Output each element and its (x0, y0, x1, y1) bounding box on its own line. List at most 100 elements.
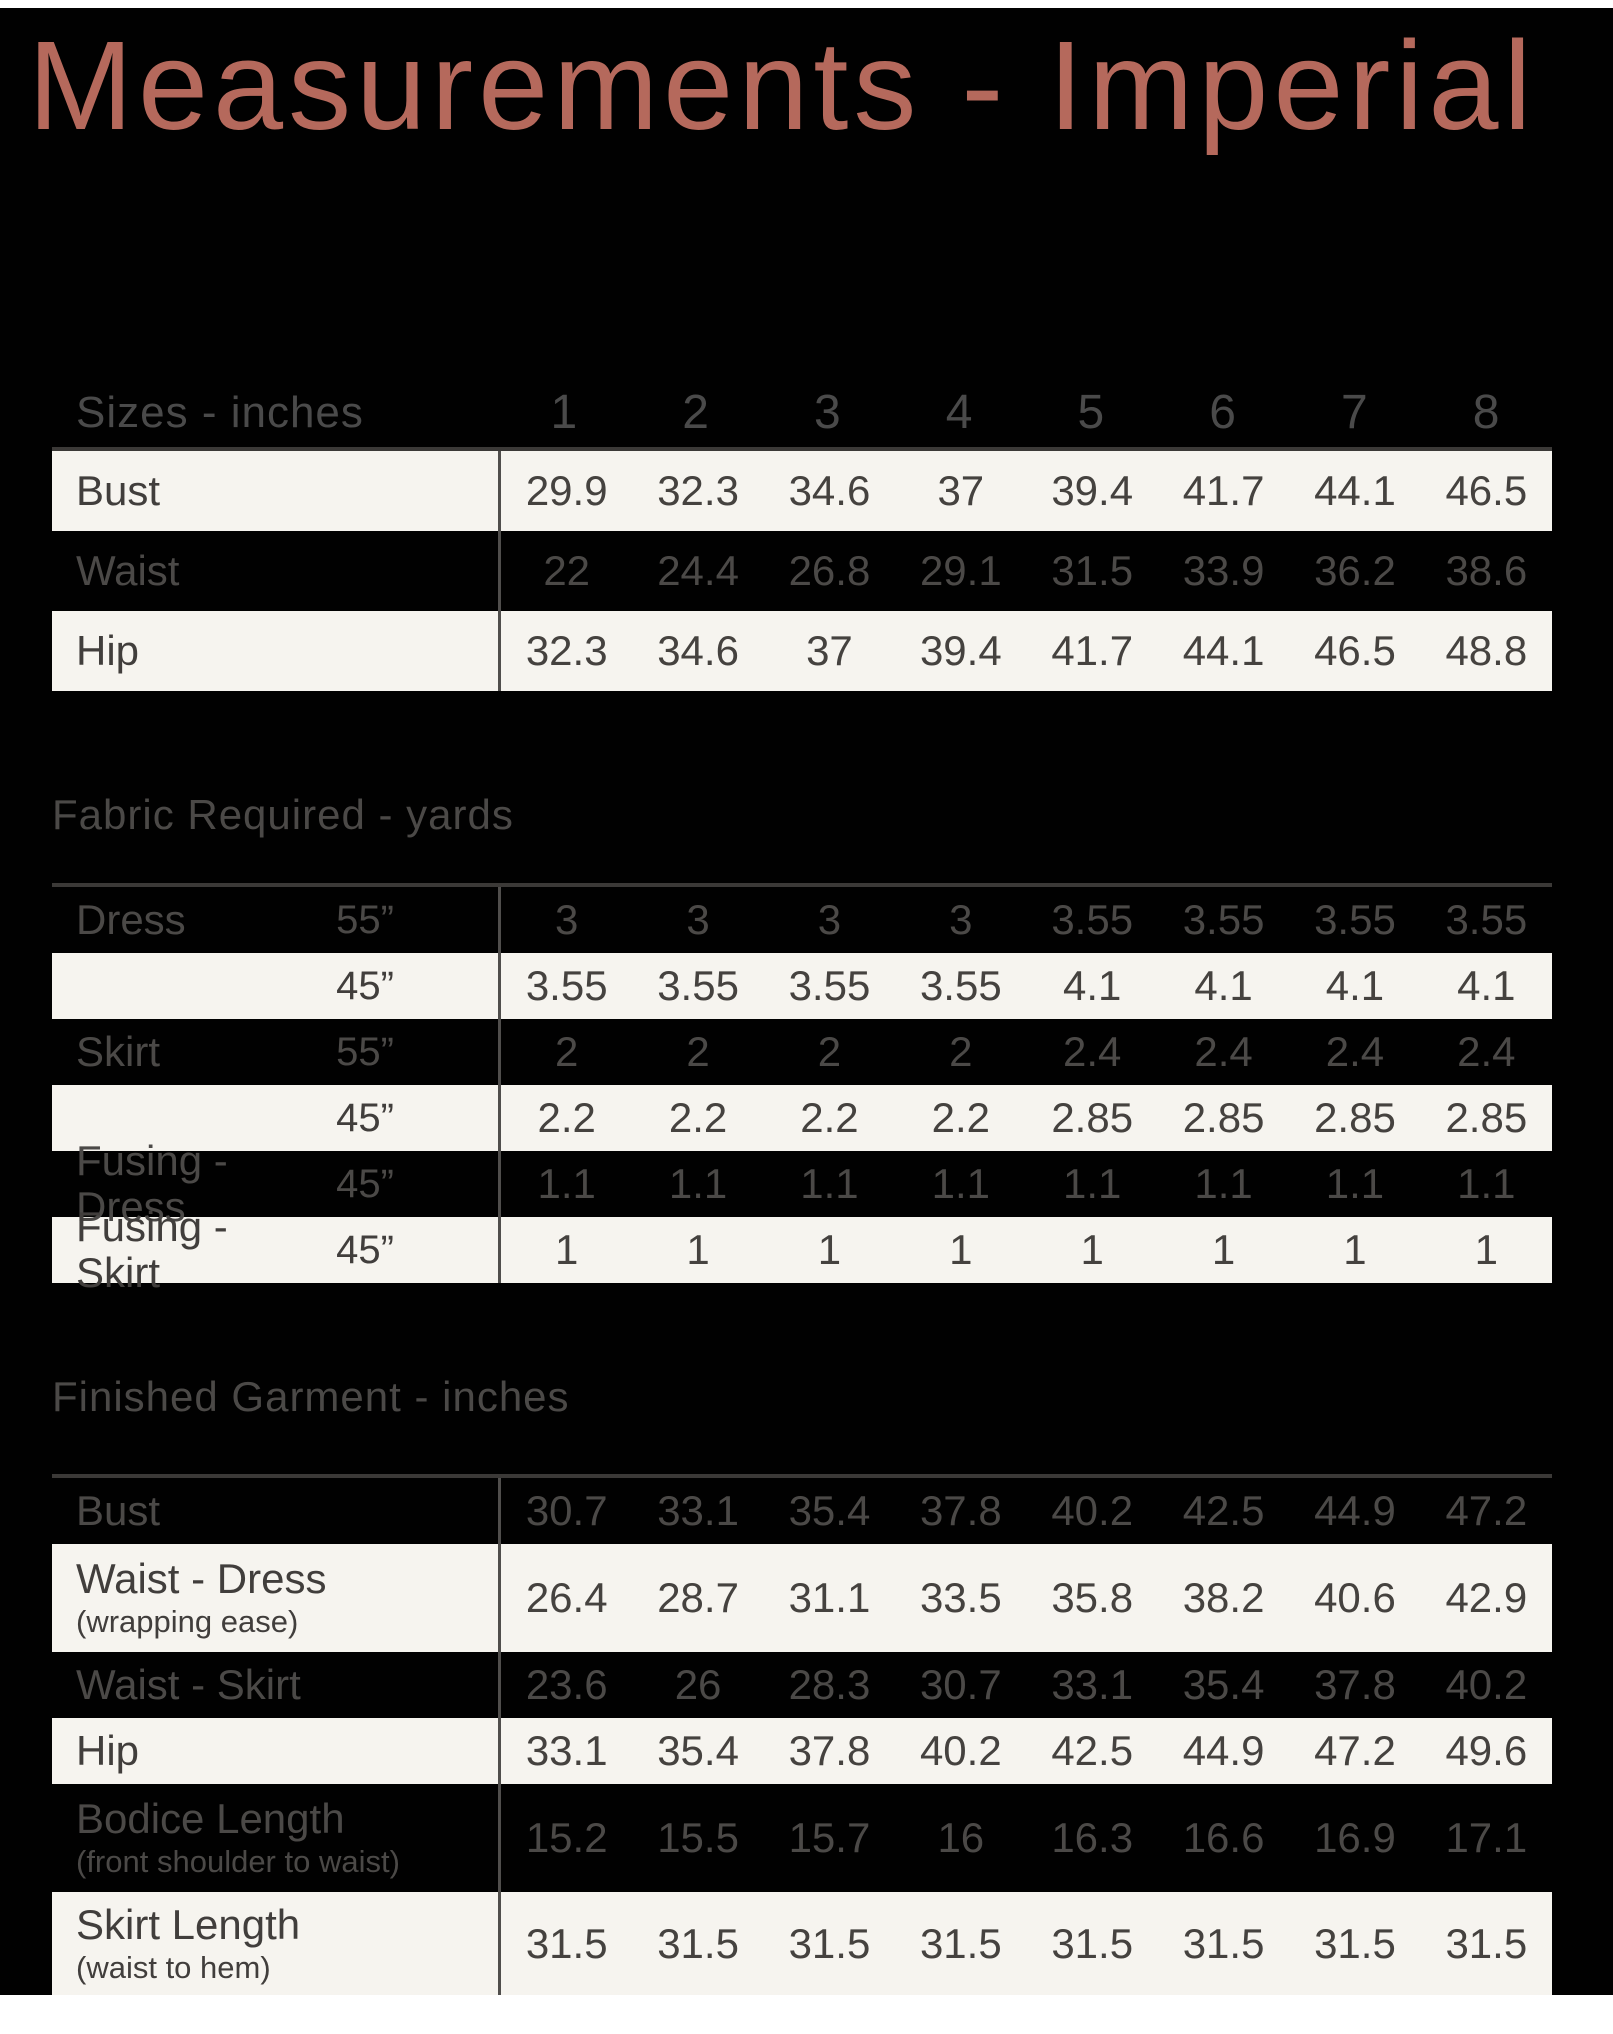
cell-value: 15.2 (525, 1813, 608, 1861)
cell-value: 32.3 (525, 626, 608, 674)
cell-value: 15.5 (657, 1813, 739, 1861)
fabric-width-label: 45” (336, 1227, 394, 1272)
row-label: Skirt (76, 1028, 160, 1076)
row-label-stack: Waist - Skirt (76, 1661, 498, 1708)
size-column-headers: 1 2 3 4 5 6 7 8 (498, 385, 1552, 440)
row-label-cell: Fusing -Skirt 45” (52, 1203, 498, 1296)
cell-value: 26.8 (788, 546, 871, 594)
row-label-stack: Skirt Length (waist to hem) (76, 1901, 498, 1986)
cell-value: 42.5 (1051, 1726, 1134, 1774)
cell-value: 3.55 (1314, 896, 1396, 944)
cell-value: 46.5 (1445, 466, 1528, 514)
cell-value: 16.9 (1314, 1813, 1396, 1861)
row-values: 1.1 1.1 1.1 1.1 1.1 1.1 1.1 1.1 (498, 1151, 1552, 1218)
cell-value: 30.7 (919, 1660, 1002, 1708)
size-column-header: 2 (682, 386, 709, 440)
cell-value: 2.2 (537, 1094, 596, 1142)
row-label: Waist (76, 546, 180, 594)
row-label-stack: Fusing - Dress (76, 1137, 310, 1231)
row-label-stack: Skirt (76, 1028, 310, 1076)
table-row: Waist - Dress (wrapping ease) 26.4 28.7 31.1… (52, 1543, 1552, 1652)
row-label-cell: 45” (52, 1085, 498, 1151)
cell-value: 4.1 (1062, 962, 1122, 1010)
cell-value: 37.8 (1314, 1660, 1396, 1708)
fabric-width-label: 45” (336, 963, 394, 1008)
cell-value: 37.8 (919, 1486, 1002, 1534)
cell-value: 1 (1343, 1226, 1367, 1274)
cell-value: 42.9 (1445, 1573, 1528, 1621)
cell-value: 4.1 (1457, 962, 1516, 1010)
cell-value: 31.5 (1314, 1919, 1396, 1967)
cell-value: 34.6 (788, 466, 871, 514)
cell-value: 40.6 (1314, 1573, 1396, 1621)
cell-value: 39.4 (919, 626, 1002, 674)
cell-value: 2 (949, 1028, 973, 1076)
row-label-cell: Waist (52, 531, 498, 611)
cell-value: 31.5 (1182, 1919, 1265, 1967)
cell-value: 2.4 (1194, 1028, 1253, 1076)
cell-value: 2.4 (1325, 1028, 1385, 1076)
cell-value: 33.9 (1182, 546, 1265, 594)
row-label-cell: Bodice Length (front shoulder to waist) (52, 1784, 498, 1892)
cell-value: 48.8 (1445, 626, 1528, 674)
table-row: Dress 55” 3 3 3 3 3.55 3.55 3.55 3.55 (52, 887, 1552, 954)
cell-value: 37 (937, 466, 985, 514)
cell-value: 33.1 (657, 1486, 739, 1534)
cell-value: 2.2 (800, 1094, 859, 1142)
cell-value: 1 (1474, 1226, 1498, 1274)
row-label-cell: Bust (52, 451, 498, 531)
cell-value: 3.55 (525, 962, 608, 1010)
table-row: Fusing -Skirt 45” 1 1 1 1 1 1 1 1 (52, 1203, 1552, 1296)
cell-value: 1.1 (537, 1160, 596, 1208)
row-values: 15.2 15.5 15.7 16 16.3 16.6 16.9 17.1 (498, 1783, 1552, 1892)
row-label: Dress (76, 896, 186, 944)
table-row: Skirt Length (waist to hem) 31.5 31.5 31.5 31… (52, 1891, 1552, 1995)
cell-value: 16 (937, 1813, 985, 1861)
cell-value: 2 (555, 1028, 579, 1076)
cell-value: 38.2 (1182, 1573, 1265, 1621)
cell-value: 44.1 (1182, 626, 1265, 674)
cell-value: 37.8 (788, 1726, 871, 1774)
row-sublabel: (front shoulder to waist) (76, 1843, 400, 1879)
cell-value: 1 (686, 1226, 710, 1274)
cell-value: 44.1 (1314, 466, 1396, 514)
row-values: 26.4 28.7 31.1 33.5 35.8 38.2 40.6 42.9 (498, 1543, 1552, 1652)
row-label: Bust (76, 466, 161, 514)
table-row: Bust 30.7 33.1 35.4 37.8 40.2 42.5 44.9 47.2 (52, 1477, 1552, 1544)
cell-value: 2.4 (1062, 1028, 1122, 1076)
cell-value: 47.2 (1445, 1486, 1528, 1534)
body-measurements-table: Bust 29.9 32.3 34.6 37 39.4 41.7 44.1 46.5 Waist 2… (52, 446, 1552, 691)
cell-value: 1.1 (1325, 1160, 1385, 1208)
cell-value: 3 (949, 896, 973, 944)
cell-value: 1.1 (1457, 1160, 1516, 1208)
table-row: Bodice Length (front shoulder to waist) 15… (52, 1783, 1552, 1892)
row-label: Hip (76, 626, 140, 674)
cell-value: 31.5 (788, 1919, 871, 1967)
row-values: 23.6 26 28.3 30.7 33.1 35.4 37.8 40.2 (498, 1651, 1552, 1718)
size-column-header: 1 (550, 386, 578, 440)
cell-value: 1.1 (1062, 1160, 1122, 1208)
cell-value: 34.6 (657, 626, 739, 674)
cell-value: 3 (555, 896, 579, 944)
row-label-cell: Hip (52, 611, 498, 691)
row-label-stack: Hip (76, 1727, 498, 1774)
cell-value: 1.1 (668, 1160, 728, 1208)
finished-garment-table: Bust 30.7 33.1 35.4 37.8 40.2 42.5 44.9 47.2 Wais… (52, 1473, 1552, 1995)
size-column-header: 5 (1077, 386, 1105, 440)
row-label-cell: Dress 55” (52, 887, 498, 953)
cell-value: 32.3 (657, 466, 739, 514)
cell-value: 29.9 (525, 466, 608, 514)
table-row: Waist - Skirt 23.6 26 28.3 30.7 33.1 35.4 37.8 4… (52, 1651, 1552, 1718)
sizes-header-label: Sizes - inches (76, 387, 364, 437)
row-label: Fusing - Dress (76, 1137, 228, 1231)
sizes-header-row: Sizes - inches 1 2 3 4 5 6 7 8 (52, 385, 1552, 441)
size-column-header: 8 (1472, 386, 1500, 440)
size-column-header: 4 (945, 386, 973, 440)
cell-value: 49.6 (1445, 1726, 1528, 1774)
cell-value: 3.55 (657, 962, 739, 1010)
fabric-width-label: 55” (336, 897, 394, 942)
cell-value: 35.4 (657, 1726, 739, 1774)
cell-value: 35.4 (788, 1486, 871, 1534)
cell-value: 16.3 (1051, 1813, 1134, 1861)
